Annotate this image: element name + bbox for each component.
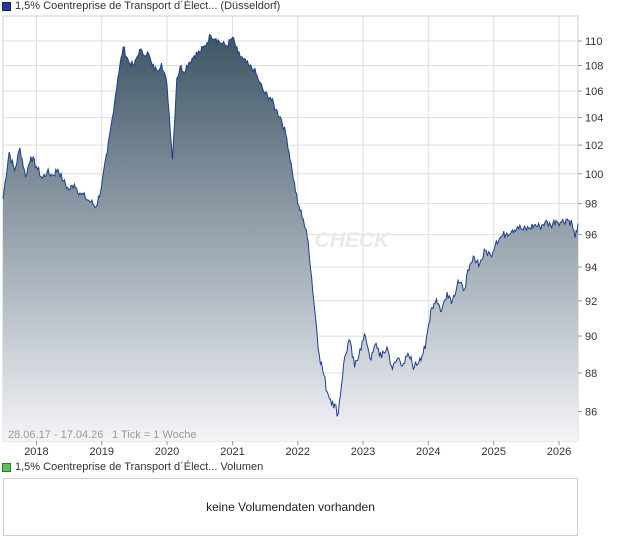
volume-legend-swatch	[2, 462, 11, 472]
watermark: CHECK	[315, 229, 392, 252]
y-tick-label: 86	[585, 407, 597, 419]
no-volume-message: keine Volumendaten vorhanden	[206, 500, 375, 514]
y-tick-label: 98	[585, 199, 597, 211]
x-tick-label: 2025	[482, 446, 506, 458]
y-tick-label: 106	[585, 86, 603, 98]
x-tick-label: 2019	[89, 446, 113, 458]
volume-chart: keine Volumendaten vorhanden	[3, 478, 578, 536]
y-tick-label: 90	[585, 331, 597, 343]
x-tick-label: 2021	[220, 446, 244, 458]
x-tick-label: 2024	[416, 446, 440, 458]
volume-legend-label: 1,5% Coentreprise de Transport d´Élect..…	[15, 461, 264, 473]
price-legend-label: 1,5% Coentreprise de Transport d´Élect..…	[15, 0, 281, 12]
y-tick-label: 104	[585, 113, 603, 125]
x-axis: 2018 2019 2020 2021 2022 2023 2024 2025 2026	[24, 441, 571, 458]
y-tick-label: 100	[585, 169, 603, 181]
x-tick-label: 2020	[155, 446, 179, 458]
price-line	[2, 33, 579, 417]
y-tick-label: 110	[585, 36, 603, 48]
y-axis: 86 88 90 92 94 96 98 100 102 104 106 108 110	[578, 36, 603, 419]
y-tick-label: 92	[585, 296, 597, 308]
tick-info-label: 1 Tick = 1 Woche	[112, 429, 196, 441]
y-tick-label: 102	[585, 140, 603, 152]
price-area	[3, 34, 578, 441]
y-tick-label: 94	[585, 262, 597, 274]
y-tick-label: 96	[585, 230, 597, 242]
x-tick-label: 2022	[286, 446, 310, 458]
y-tick-label: 88	[585, 368, 597, 380]
price-legend-swatch	[2, 1, 11, 11]
volume-legend: 1,5% Coentreprise de Transport d´Élect..…	[2, 461, 263, 473]
x-tick-label: 2026	[547, 446, 571, 458]
x-tick-label: 2018	[24, 446, 48, 458]
y-tick-label: 108	[585, 61, 603, 73]
date-range-label: 28.06.17 - 17.04.26	[8, 429, 103, 441]
price-legend: 1,5% Coentreprise de Transport d´Élect..…	[2, 0, 280, 12]
x-tick-label: 2023	[351, 446, 375, 458]
